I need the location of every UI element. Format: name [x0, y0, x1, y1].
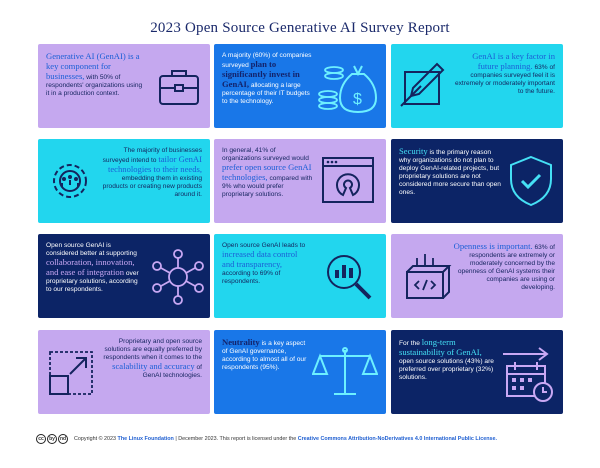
card-highlight: Security [399, 146, 428, 156]
calendar-arrow-icon [503, 347, 553, 402]
card-body: according to 69% of respondents. [222, 270, 281, 286]
card-highlight: Neutrality [222, 337, 260, 347]
card-highlight: long-term sustainability of GenAI, [399, 337, 482, 358]
card-body: is a key aspect of GenAI governance, acc… [222, 340, 307, 372]
cc-icon: cc [36, 434, 46, 444]
money-bag-icon: $ [318, 65, 378, 114]
card-openness: Openness is important. 63% of respondent… [391, 234, 563, 318]
date-text: | December 2023. This report is licensed… [175, 436, 297, 442]
nd-icon: nd [58, 434, 68, 444]
card-tailor-genai: The majority of businesses surveyed inte… [38, 139, 210, 223]
magnifier-data-icon [327, 255, 372, 300]
card-prefer-open-source: In general, 41% of organizations surveye… [214, 139, 386, 223]
card-invest-genai: A majority (60%) of companies surveyed p… [214, 44, 386, 128]
card-highlight: collaboration, innovation, and ease of i… [46, 257, 135, 278]
card-body: allocating a large percentage of their I… [222, 82, 310, 106]
card-highlight: Openness is important. [453, 241, 533, 251]
card-body: compared with 9% who would prefer propri… [222, 175, 313, 199]
card-highlight: increased data control and transparency, [222, 249, 298, 270]
copyright-text: Copyright © 2023 [74, 436, 117, 442]
card-security: Security is the primary reason why organ… [391, 139, 563, 223]
license-link[interactable]: Creative Commons Attribution-NoDerivativ… [297, 436, 497, 442]
card-body: open source solutions (43%) are preferre… [399, 358, 494, 382]
card-neutrality: Neutrality is a key aspect of GenAI gove… [214, 330, 386, 414]
card-pre: For the [399, 340, 420, 347]
code-box-icon [406, 254, 452, 299]
card-pre: The majority of businesses surveyed inte… [102, 147, 202, 165]
card-highlight: GenAI is a key factor in future planning… [472, 51, 555, 72]
card-scalability: Proprietary and open source solutions ar… [38, 330, 210, 414]
page-title: 2023 Open Source Generative AI Survey Re… [150, 20, 450, 36]
org-link[interactable]: The Linux Foundation [117, 436, 174, 442]
card-highlight: prefer open source GenAI technologies, [222, 162, 312, 183]
card-collaboration: Open source GenAI is considered better a… [38, 234, 210, 318]
card-body: of GenAI technologies. [142, 364, 202, 380]
card-highlight: scalability and accuracy [112, 361, 195, 372]
card-body: 63% of companies surveyed feel it is ext… [454, 64, 555, 96]
card-pre: Open source GenAI leads to [222, 242, 306, 249]
cc-license-badge[interactable]: cc by nd [36, 434, 68, 444]
planning-ruler-icon [400, 62, 445, 107]
card-future-planning: GenAI is a key factor in future planning… [391, 44, 563, 128]
scale-up-icon [49, 351, 93, 395]
card-highlight: plan to significantly invest in GenAI, [222, 59, 300, 90]
card-pre: Open source GenAI is considered better a… [46, 242, 137, 258]
card-data-control: Open source GenAI leads to increased dat… [214, 234, 386, 318]
card-body: over proprietary solutions, according to… [46, 270, 139, 294]
card-pre: In general, 41% of organizations surveye… [222, 147, 309, 163]
open-source-window-icon [322, 157, 374, 203]
card-body: is the primary reason why organizations … [399, 149, 501, 197]
card-body: 63% of respondents are extremely or mode… [457, 244, 555, 292]
card-body: with 50% of respondents' organizations u… [46, 74, 143, 98]
gear-people-icon [53, 164, 87, 198]
footer: cc by nd Copyright © 2023 The Linux Foun… [36, 432, 576, 446]
by-icon: by [47, 434, 57, 444]
balance-scale-icon [312, 347, 378, 395]
card-highlight: tailor GenAI technologies to their needs… [107, 154, 202, 175]
network-brain-icon [152, 249, 204, 305]
card-sustainability: For the long-term sustainability of GenA… [391, 330, 563, 414]
card-genai-key-component: Generative AI (GenAI) is a key component… [38, 44, 210, 128]
card-body: embedding them in existing products or c… [102, 175, 202, 199]
svg-text:$: $ [353, 91, 362, 108]
card-pre: A majority (60%) of companies surveyed [222, 52, 312, 70]
shield-check-icon [510, 155, 552, 207]
briefcase-icon [159, 70, 199, 105]
card-highlight: Generative AI (GenAI) is a key component… [46, 51, 140, 82]
card-pre: Proprietary and open source solutions ar… [103, 338, 202, 362]
